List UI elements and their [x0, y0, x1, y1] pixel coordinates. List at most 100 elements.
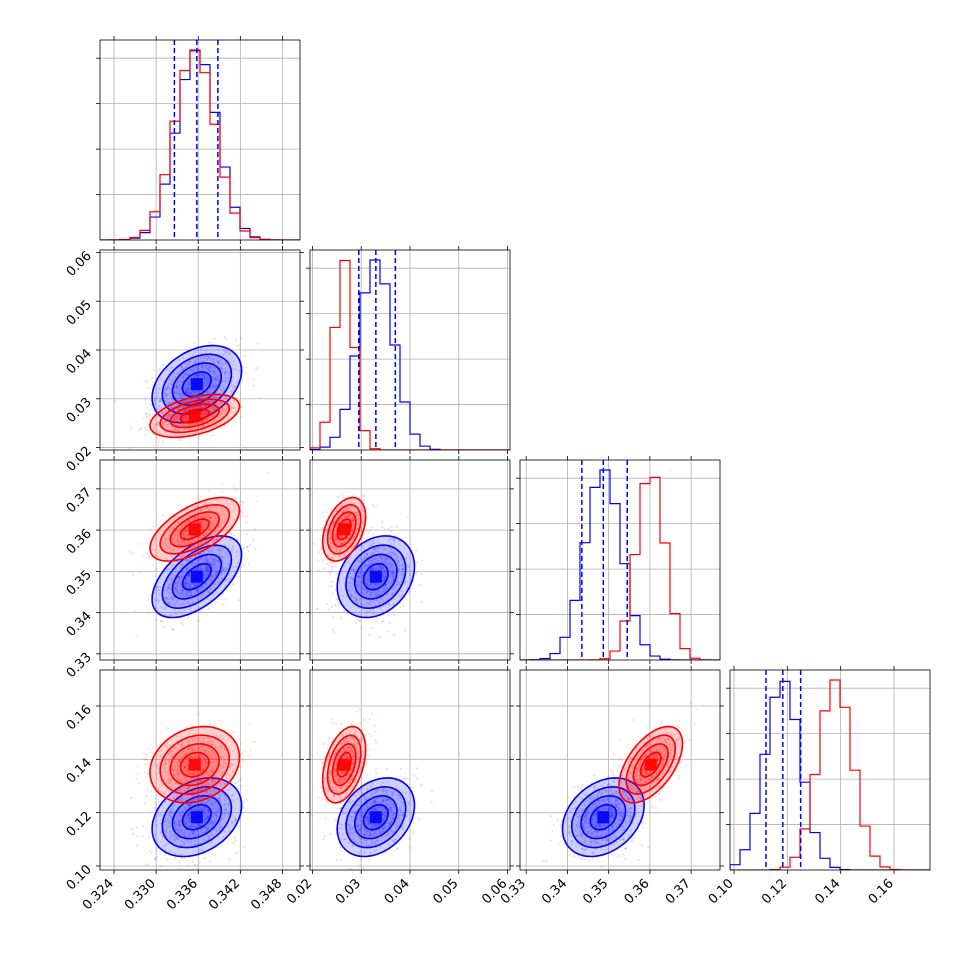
scatter-point — [245, 366, 248, 369]
scatter-point — [212, 381, 215, 384]
scatter-point — [165, 596, 168, 600]
scatter-point — [217, 403, 220, 406]
scatter-point — [187, 533, 190, 537]
scatter-point — [206, 363, 209, 366]
scatter-point — [193, 516, 196, 519]
scatter-point — [188, 590, 191, 593]
scatter-point — [189, 391, 192, 394]
scatter-point — [168, 414, 172, 417]
scatter-point — [166, 394, 169, 397]
scatter-point — [201, 365, 204, 368]
scatter-point — [364, 612, 367, 615]
scatter-point — [164, 539, 167, 542]
scatter-point — [243, 800, 246, 803]
scatter-point — [348, 581, 351, 584]
scatter-point — [414, 549, 418, 552]
scatter-point — [183, 404, 187, 407]
scatter-point — [211, 575, 214, 578]
scatter-point — [255, 368, 258, 371]
scatter-point — [374, 504, 378, 507]
scatter-point — [199, 519, 202, 523]
scatter-point — [170, 406, 173, 409]
scatter-point — [328, 570, 331, 574]
scatter-point — [221, 509, 224, 513]
scatter-point — [152, 525, 155, 528]
scatter-point — [198, 390, 201, 393]
scatter-point — [201, 412, 204, 415]
scatter-point — [206, 569, 209, 572]
scatter-point — [182, 409, 185, 412]
scatter-point — [215, 537, 218, 541]
scatter-point — [210, 521, 213, 525]
scatter-point — [182, 425, 185, 428]
scatter-point — [157, 549, 160, 552]
scatter-point — [371, 567, 374, 571]
scatter-point — [211, 395, 214, 398]
scatter-point — [204, 502, 207, 505]
scatter-point — [187, 602, 190, 605]
scatter-point — [179, 578, 182, 581]
scatter-point — [218, 551, 221, 554]
scatter-point — [341, 564, 344, 567]
scatter-point — [225, 567, 228, 570]
scatter-point — [184, 593, 187, 596]
scatter-point — [157, 423, 160, 426]
scatter-point — [176, 380, 179, 383]
scatter-point — [212, 361, 216, 364]
scatter-point — [182, 534, 185, 537]
scatter-point — [153, 399, 156, 402]
scatter-point — [173, 408, 176, 412]
scatter-point — [167, 601, 170, 605]
scatter-point — [222, 568, 225, 571]
scatter-point — [221, 593, 224, 596]
scatter-point — [169, 406, 173, 409]
scatter-point — [403, 629, 406, 632]
scatter-point — [224, 368, 227, 371]
scatter-point — [186, 582, 189, 586]
scatter-point — [232, 363, 235, 366]
scatter-point — [208, 527, 211, 530]
scatter-point — [398, 564, 401, 567]
scatter-point — [331, 628, 334, 631]
scatter-point — [221, 558, 224, 561]
scatter-point — [213, 523, 216, 526]
scatter-point — [214, 582, 217, 585]
scatter-point — [217, 361, 220, 364]
scatter-point — [222, 406, 225, 410]
scatter-point — [368, 610, 371, 613]
scatter-point — [188, 382, 192, 385]
scatter-point — [191, 563, 194, 566]
scatter-point — [244, 371, 247, 374]
scatter-point — [207, 591, 210, 594]
scatter-point — [199, 357, 202, 360]
scatter-point — [243, 355, 246, 358]
scatter-point — [184, 534, 187, 537]
scatter-point — [186, 548, 189, 551]
scatter-point — [181, 540, 184, 544]
scatter-point — [222, 387, 225, 390]
scatter-point — [175, 424, 178, 427]
scatter-point — [208, 528, 211, 531]
scatter-point — [175, 539, 178, 542]
scatter-point — [363, 555, 366, 558]
scatter-point — [365, 582, 368, 586]
scatter-point — [210, 407, 214, 410]
scatter-point — [369, 543, 372, 547]
scatter-point — [181, 589, 184, 592]
scatter-point — [247, 549, 250, 553]
scatter-point — [177, 393, 181, 396]
scatter-point — [213, 563, 216, 566]
scatter-point — [236, 550, 239, 553]
scatter-point — [206, 558, 209, 561]
scatter-point — [148, 419, 151, 422]
scatter-point — [164, 597, 167, 600]
scatter-point — [200, 522, 203, 526]
scatter-point — [167, 416, 170, 420]
scatter-point — [165, 538, 168, 542]
scatter-point — [222, 349, 225, 352]
scatter-point — [229, 577, 232, 580]
scatter-point — [204, 501, 207, 504]
scatter-point — [219, 549, 222, 552]
scatter-point — [205, 377, 209, 380]
scatter-point — [195, 589, 198, 592]
